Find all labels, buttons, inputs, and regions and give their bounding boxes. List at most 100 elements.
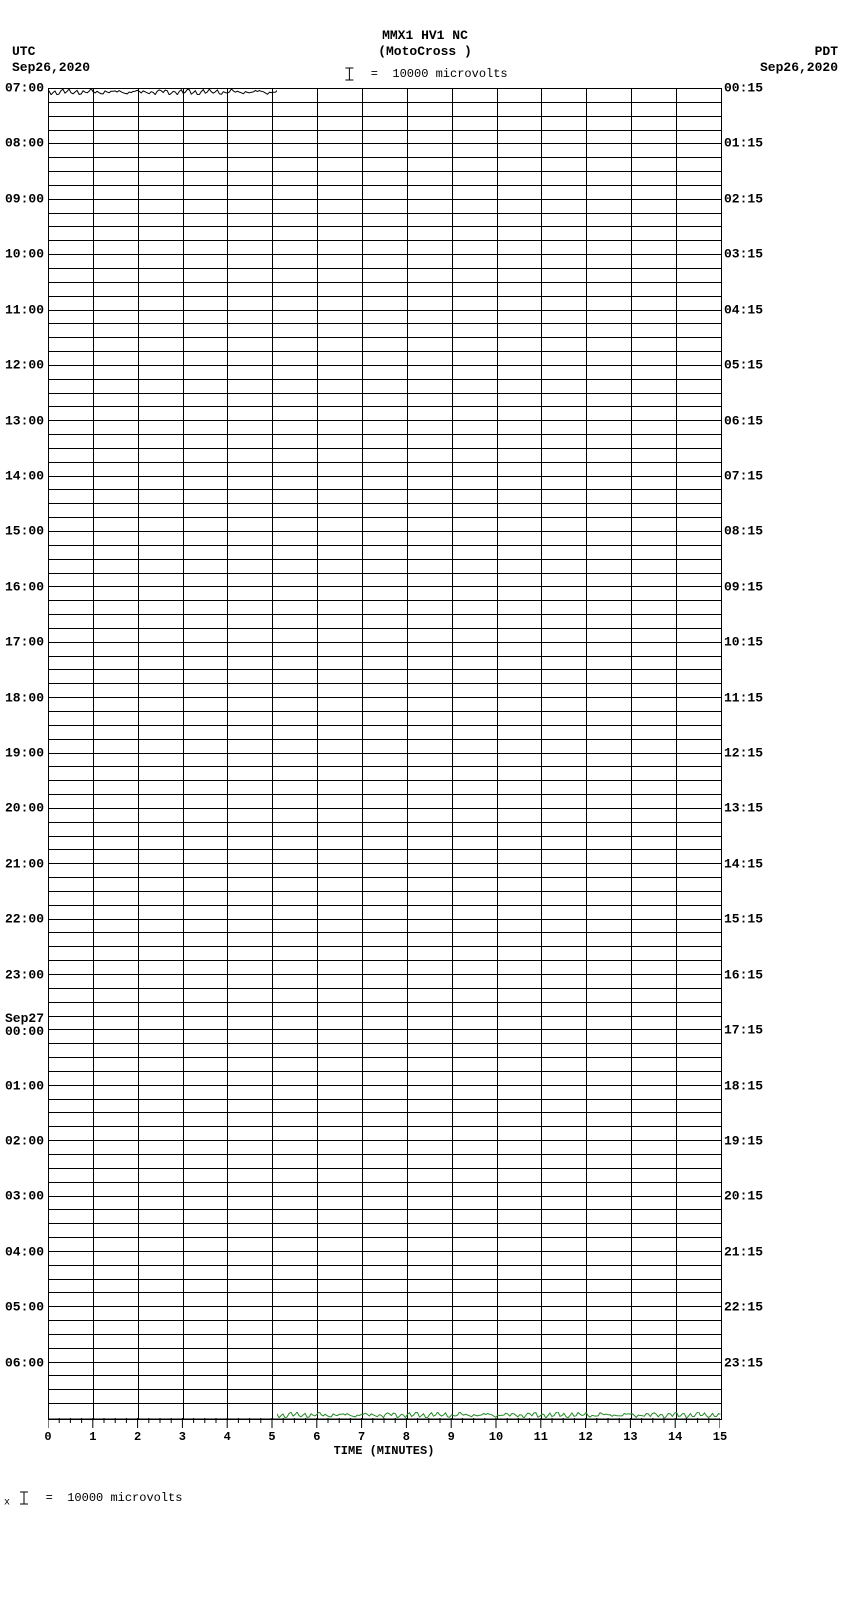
trace-row bbox=[49, 574, 721, 588]
trace-row bbox=[49, 269, 721, 283]
trace-row bbox=[49, 1307, 721, 1321]
trace-row bbox=[49, 740, 721, 754]
x-tick-label: 5 bbox=[268, 1430, 275, 1444]
trace-row bbox=[49, 1169, 721, 1183]
pdt-time-label: 23:15 bbox=[724, 1356, 763, 1369]
trace-row bbox=[49, 1183, 721, 1197]
trace-row bbox=[49, 1044, 721, 1058]
trace-row bbox=[49, 1390, 721, 1404]
seismogram-container: MMX1 HV1 NC (MotoCross ) UTC Sep26,2020 … bbox=[0, 0, 850, 1613]
x-tick-label: 8 bbox=[403, 1430, 410, 1444]
utc-time-label: 06:00 bbox=[5, 1356, 44, 1369]
utc-time-label: 12:00 bbox=[5, 359, 44, 372]
trace-row bbox=[49, 172, 721, 186]
pdt-time-label: 12:15 bbox=[724, 747, 763, 760]
trace-row bbox=[49, 657, 721, 671]
trace-row bbox=[49, 1404, 721, 1418]
trace-row bbox=[49, 1349, 721, 1363]
utc-time-label: 05:00 bbox=[5, 1301, 44, 1314]
header: MMX1 HV1 NC (MotoCross ) bbox=[0, 0, 850, 59]
utc-time-label: 23:00 bbox=[5, 968, 44, 981]
trace-row bbox=[49, 670, 721, 684]
trace-row bbox=[49, 795, 721, 809]
pdt-time-label: 03:15 bbox=[724, 248, 763, 261]
trace-row bbox=[49, 712, 721, 726]
trace-row bbox=[49, 1072, 721, 1086]
utc-time-label: 09:00 bbox=[5, 192, 44, 205]
trace-row bbox=[49, 352, 721, 366]
trace-row bbox=[49, 961, 721, 975]
scale-text: 10000 microvolts bbox=[392, 67, 507, 81]
pdt-time-labels: 00:1501:1502:1503:1504:1505:1506:1507:15… bbox=[722, 88, 772, 1418]
trace-row bbox=[49, 1210, 721, 1224]
utc-time-label: 16:00 bbox=[5, 580, 44, 593]
pdt-time-label: 08:15 bbox=[724, 525, 763, 538]
pdt-time-label: 06:15 bbox=[724, 414, 763, 427]
trace-row bbox=[49, 560, 721, 574]
trace-row bbox=[49, 504, 721, 518]
utc-time-label: 04:00 bbox=[5, 1245, 44, 1258]
trace-row bbox=[49, 518, 721, 532]
utc-time-label: 20:00 bbox=[5, 802, 44, 815]
x-tick-label: 10 bbox=[489, 1430, 503, 1444]
footer-scale-legend: x = 10000 microvolts bbox=[4, 1490, 182, 1509]
pdt-time-label: 02:15 bbox=[724, 192, 763, 205]
utc-time-label: 11:00 bbox=[5, 303, 44, 316]
pdt-time-label: 19:15 bbox=[724, 1134, 763, 1147]
trace-row bbox=[49, 933, 721, 947]
signal-waveform bbox=[49, 89, 277, 95]
trace-row bbox=[49, 463, 721, 477]
trace-row bbox=[49, 850, 721, 864]
trace-row bbox=[49, 103, 721, 117]
trace-row bbox=[49, 338, 721, 352]
trace-row bbox=[49, 1252, 721, 1266]
pdt-time-label: 16:15 bbox=[724, 968, 763, 981]
trace-row bbox=[49, 297, 721, 311]
trace-row bbox=[49, 1100, 721, 1114]
scale-bar-icon bbox=[17, 1490, 31, 1506]
utc-time-label: 03:00 bbox=[5, 1190, 44, 1203]
x-tick-label: 1 bbox=[89, 1430, 96, 1444]
trace-row bbox=[49, 158, 721, 172]
pdt-time-label: 22:15 bbox=[724, 1301, 763, 1314]
trace-row bbox=[49, 89, 721, 103]
pdt-time-label: 00:15 bbox=[724, 82, 763, 95]
trace-row bbox=[49, 1127, 721, 1141]
trace-row bbox=[49, 587, 721, 601]
trace-row bbox=[49, 477, 721, 491]
trace-row bbox=[49, 1280, 721, 1294]
trace-row bbox=[49, 781, 721, 795]
trace-row bbox=[49, 407, 721, 421]
trace-row bbox=[49, 546, 721, 560]
pdt-time-label: 05:15 bbox=[724, 359, 763, 372]
trace-row bbox=[49, 1376, 721, 1390]
x-tick-label: 2 bbox=[134, 1430, 141, 1444]
trace-row bbox=[49, 1238, 721, 1252]
utc-time-label: Sep2700:00 bbox=[5, 1012, 44, 1038]
trace-row bbox=[49, 1363, 721, 1377]
scale-bar-icon bbox=[342, 66, 356, 82]
scale-legend: = 10000 microvolts bbox=[342, 66, 507, 82]
utc-time-label: 22:00 bbox=[5, 913, 44, 926]
trace-row bbox=[49, 366, 721, 380]
trace-row bbox=[49, 1155, 721, 1169]
trace-row bbox=[49, 989, 721, 1003]
trace-row bbox=[49, 754, 721, 768]
trace-row bbox=[49, 837, 721, 851]
pdt-time-label: 11:15 bbox=[724, 691, 763, 704]
trace-row bbox=[49, 1030, 721, 1044]
trace-row bbox=[49, 1266, 721, 1280]
trace-row bbox=[49, 767, 721, 781]
trace-row bbox=[49, 1321, 721, 1335]
title-line1: MMX1 HV1 NC bbox=[0, 28, 850, 44]
utc-time-label: 15:00 bbox=[5, 525, 44, 538]
trace-row bbox=[49, 435, 721, 449]
pdt-time-label: 13:15 bbox=[724, 802, 763, 815]
utc-time-label: 10:00 bbox=[5, 248, 44, 261]
trace-row bbox=[49, 490, 721, 504]
trace-row bbox=[49, 200, 721, 214]
utc-time-label: 18:00 bbox=[5, 691, 44, 704]
trace-row bbox=[49, 906, 721, 920]
pdt-time-label: 07:15 bbox=[724, 469, 763, 482]
trace-row bbox=[49, 1335, 721, 1349]
